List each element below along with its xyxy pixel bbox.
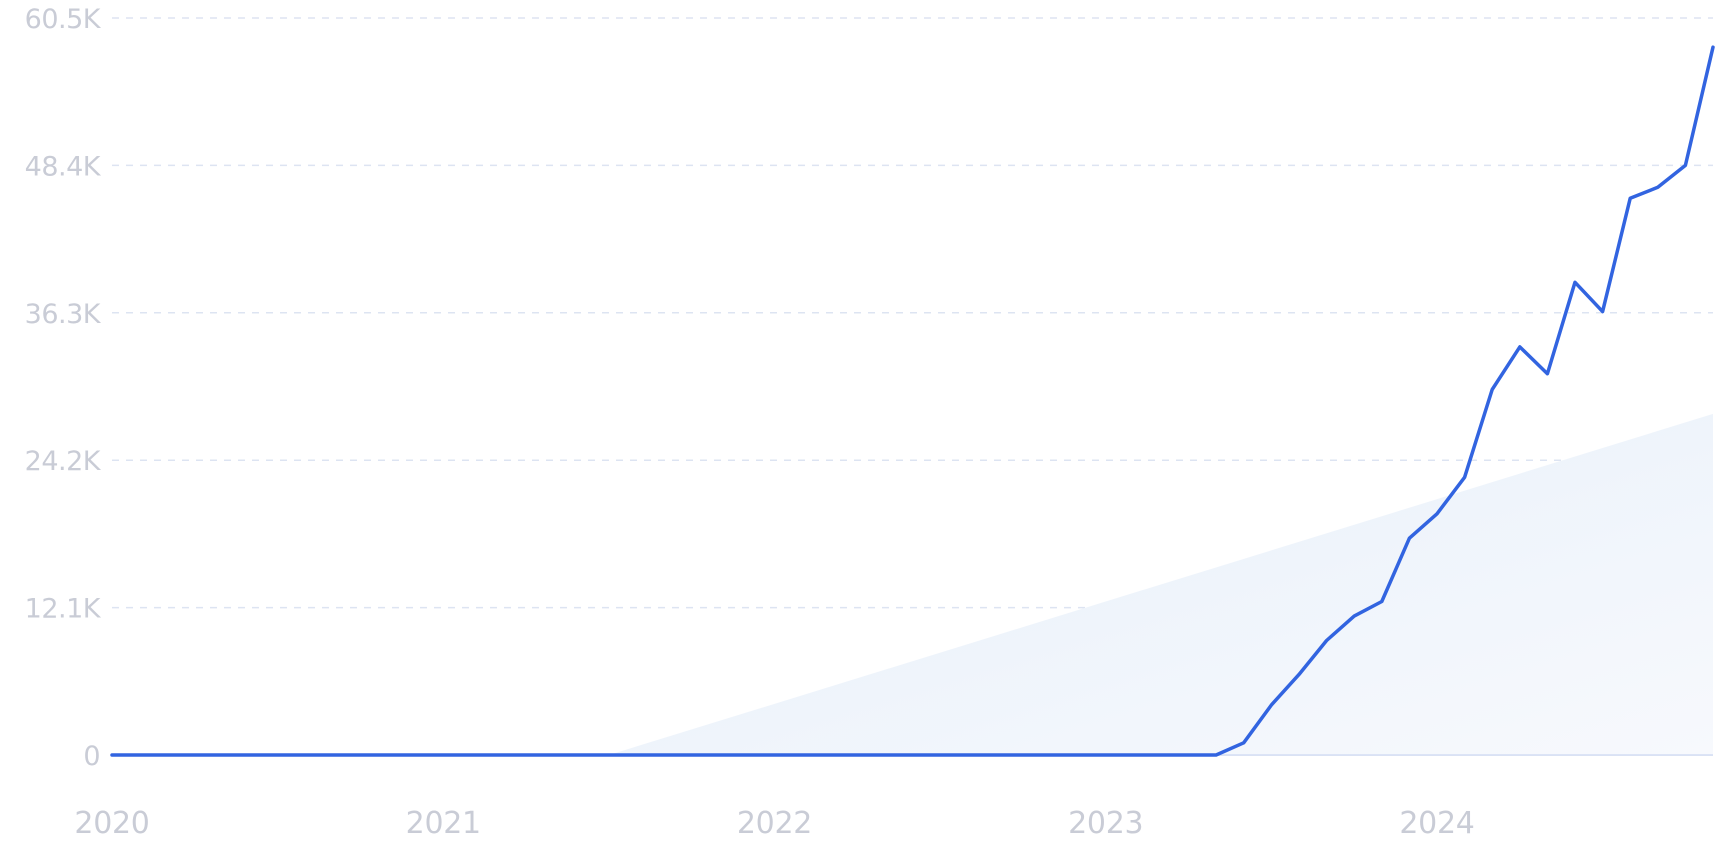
y-tick-label: 48.4K xyxy=(25,151,102,182)
y-tick-label: 12.1K xyxy=(25,594,102,625)
y-tick-label: 0 xyxy=(83,741,100,772)
x-tick-label: 2020 xyxy=(74,806,149,841)
y-tick-label: 24.2K xyxy=(25,446,102,477)
trend-wedge xyxy=(608,413,1713,755)
series-line xyxy=(110,45,1715,757)
trend-area xyxy=(608,413,1713,755)
y-tick-label: 36.3K xyxy=(25,299,102,330)
x-tick-label: 2024 xyxy=(1399,806,1474,841)
x-axis-ticks: 2020 2021 2022 2023 2024 xyxy=(74,806,1474,841)
x-tick-label: 2023 xyxy=(1068,806,1143,841)
x-tick-label: 2021 xyxy=(406,806,481,841)
x-tick-label: 2022 xyxy=(737,806,812,841)
series-lines xyxy=(110,45,1715,757)
y-axis-ticks: 0 12.1K 24.2K 36.3K 48.4K 60.5K xyxy=(25,4,103,772)
y-tick-label: 60.5K xyxy=(25,4,102,35)
